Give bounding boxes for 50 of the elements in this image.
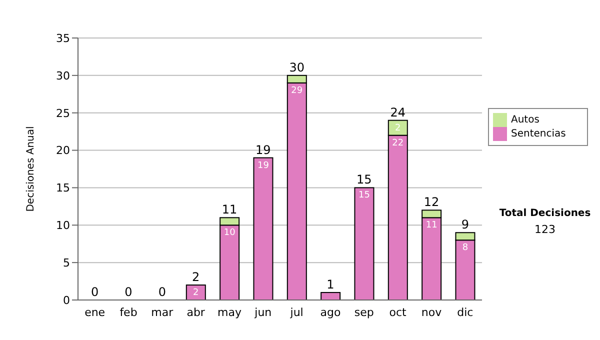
total-label: 9 [461,218,469,232]
y-tick-label: 20 [56,144,70,158]
total-label: 0 [91,285,99,299]
total-label: 30 [289,60,304,74]
data-label: 29 [291,86,303,96]
y-axis-title: Decisiones Anual [26,126,37,212]
bar [320,292,341,300]
bar [186,284,206,300]
data-label: 2 [395,123,401,134]
x-tick-label: oct [389,306,408,319]
data-label: 15 [358,190,370,201]
data-label: 10 [224,228,236,238]
x-tick-label: dic [457,306,474,319]
x-tick-label: nov [421,306,442,319]
bar [354,187,374,300]
text: 123 [534,223,556,236]
x-tick-label: ago [320,306,341,319]
total-label: 19 [256,142,271,157]
data-label: 22 [392,138,404,148]
y-tick-label: 25 [56,106,70,120]
total-label: 0 [124,285,132,299]
text: Total Decisiones [498,208,592,219]
y-tick-label: 30 [56,69,70,82]
x-tick-label: feb [120,306,138,319]
total-label: 15 [356,172,372,187]
y-tick-label: 5 [63,256,70,270]
y-tick-label: 35 [56,32,70,45]
total-label: 24 [390,105,406,120]
data-label: 19 [258,160,270,171]
data-label: 11 [426,220,438,231]
total-label: 11 [222,202,238,217]
y-tick-label: 15 [56,182,70,195]
x-tick-label: ene [84,306,106,319]
legend-label: Autos [511,114,540,126]
x-tick-label: jul [289,306,304,319]
total-label: 0 [158,285,166,299]
data-label: 2 [193,288,199,298]
y-tick-label: 0 [63,294,70,307]
total-label: 12 [424,195,440,210]
bar [253,157,274,300]
total-label: 1 [326,278,334,292]
y-tick-label: 10 [56,219,70,232]
data-label: 8 [462,243,468,254]
x-tick-label: may [218,306,242,319]
x-tick-label: sep [354,306,374,319]
x-tick-label: jun [254,306,272,319]
x-tick-label: mar [151,306,174,319]
legend-label: Sentencias [511,128,566,140]
total-label: 2 [192,270,200,284]
x-tick-label: abr [186,306,206,319]
